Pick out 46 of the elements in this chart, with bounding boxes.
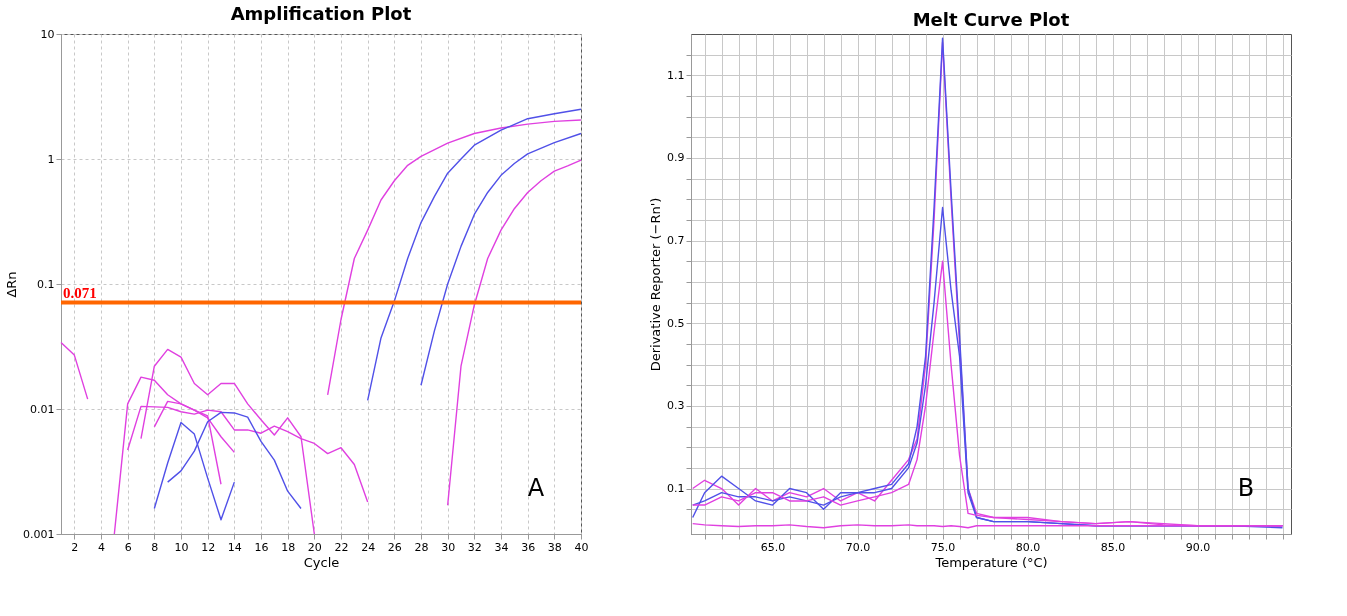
x-tick-label: 2 bbox=[71, 540, 79, 554]
x-tick-label: 32 bbox=[467, 540, 482, 554]
y-tick-label: 10 bbox=[40, 27, 55, 41]
x-tick-label: 36 bbox=[521, 540, 536, 554]
x-tick-label: 26 bbox=[387, 540, 402, 554]
x-tick-label: 18 bbox=[281, 540, 296, 554]
x-axis-title: Cycle bbox=[303, 554, 340, 570]
x-tick-label: 12 bbox=[201, 540, 216, 554]
y-tick-label: 0.1 bbox=[37, 277, 55, 291]
y-axis-title: Derivative Reporter (−Rn') bbox=[648, 197, 664, 372]
x-tick-label: 24 bbox=[361, 540, 376, 554]
x-tick-label: 90.0 bbox=[1185, 540, 1211, 554]
x-tick-label: 75.0 bbox=[930, 540, 956, 554]
x-tick-label: 70.0 bbox=[845, 540, 871, 554]
x-tick-label: 20 bbox=[307, 540, 322, 554]
y-tick-label: 0.3 bbox=[667, 399, 685, 413]
y-tick-label: 0.001 bbox=[23, 527, 55, 541]
x-tick-label: 8 bbox=[151, 540, 159, 554]
x-axis-title: Temperature (°C) bbox=[934, 554, 1048, 570]
x-tick-label: 80.0 bbox=[1015, 540, 1041, 554]
y-tick-label: 0.9 bbox=[667, 151, 685, 165]
x-tick-label: 4 bbox=[98, 540, 105, 554]
x-tick-label: 28 bbox=[414, 540, 429, 554]
chart-title: Amplification Plot bbox=[230, 3, 412, 24]
annotation: B bbox=[1237, 474, 1255, 502]
y-axis-title: ΔRn bbox=[4, 271, 20, 298]
y-tick-label: 0.1 bbox=[667, 482, 685, 496]
x-tick-label: 6 bbox=[124, 540, 132, 554]
x-tick-label: 65.0 bbox=[760, 540, 786, 554]
x-tick-label: 85.0 bbox=[1100, 540, 1126, 554]
x-tick-label: 30 bbox=[441, 540, 456, 554]
chart-title: Melt Curve Plot bbox=[912, 9, 1070, 30]
x-tick-label: 10 bbox=[174, 540, 189, 554]
ref-line-label: 0.071 bbox=[63, 284, 97, 301]
x-tick-label: 38 bbox=[547, 540, 562, 554]
x-tick-label: 16 bbox=[254, 540, 269, 554]
y-tick-label: 0.01 bbox=[30, 402, 55, 416]
x-tick-label: 34 bbox=[494, 540, 509, 554]
x-tick-label: 22 bbox=[334, 540, 349, 554]
x-tick-label: 14 bbox=[227, 540, 242, 554]
y-tick-label: 0.5 bbox=[667, 316, 685, 330]
y-tick-label: 1 bbox=[47, 152, 55, 166]
x-tick-label: 40 bbox=[574, 540, 589, 554]
y-tick-label: 0.7 bbox=[667, 234, 685, 248]
y-tick-label: 1.1 bbox=[667, 68, 685, 82]
annotation: A bbox=[527, 474, 545, 502]
